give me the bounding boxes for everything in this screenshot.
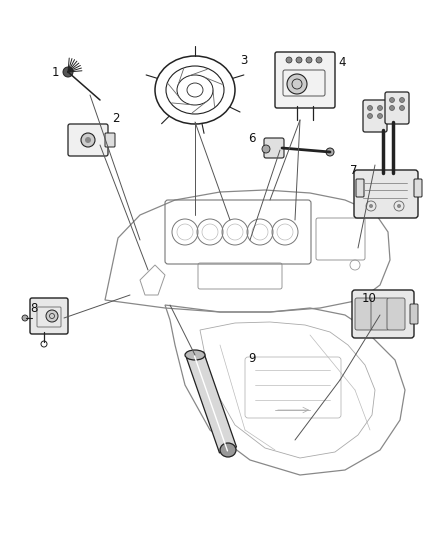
Text: 2: 2 (112, 111, 120, 125)
Ellipse shape (185, 350, 205, 360)
Text: 1: 1 (52, 66, 60, 78)
Circle shape (399, 98, 405, 102)
Circle shape (378, 114, 382, 118)
FancyBboxPatch shape (355, 298, 373, 330)
FancyBboxPatch shape (105, 133, 115, 147)
Circle shape (399, 106, 405, 110)
FancyBboxPatch shape (275, 52, 335, 108)
Circle shape (367, 106, 372, 110)
FancyBboxPatch shape (264, 138, 284, 158)
Circle shape (22, 315, 28, 321)
Text: 7: 7 (350, 164, 357, 176)
Circle shape (262, 145, 270, 153)
FancyBboxPatch shape (352, 290, 414, 338)
Circle shape (287, 74, 307, 94)
FancyBboxPatch shape (410, 304, 418, 324)
Text: 9: 9 (248, 351, 255, 365)
Circle shape (369, 204, 373, 208)
FancyBboxPatch shape (385, 92, 409, 124)
Ellipse shape (220, 443, 236, 457)
FancyBboxPatch shape (414, 179, 422, 197)
Circle shape (296, 57, 302, 63)
FancyBboxPatch shape (30, 298, 68, 334)
FancyBboxPatch shape (363, 100, 387, 132)
Circle shape (316, 57, 322, 63)
Circle shape (378, 106, 382, 110)
Circle shape (326, 148, 334, 156)
FancyBboxPatch shape (371, 298, 389, 330)
FancyBboxPatch shape (356, 179, 364, 197)
Circle shape (46, 310, 58, 322)
Text: 6: 6 (248, 132, 255, 144)
Circle shape (389, 98, 395, 102)
Circle shape (286, 57, 292, 63)
Circle shape (397, 204, 401, 208)
FancyBboxPatch shape (68, 124, 108, 156)
Text: 10: 10 (362, 292, 377, 304)
Circle shape (81, 133, 95, 147)
Circle shape (389, 106, 395, 110)
Text: 3: 3 (240, 53, 247, 67)
Circle shape (85, 137, 91, 143)
FancyBboxPatch shape (354, 170, 418, 218)
Text: 4: 4 (338, 55, 346, 69)
Circle shape (367, 114, 372, 118)
Text: 8: 8 (30, 302, 37, 314)
FancyBboxPatch shape (387, 298, 405, 330)
Circle shape (306, 57, 312, 63)
Circle shape (63, 67, 73, 77)
Polygon shape (187, 352, 237, 453)
